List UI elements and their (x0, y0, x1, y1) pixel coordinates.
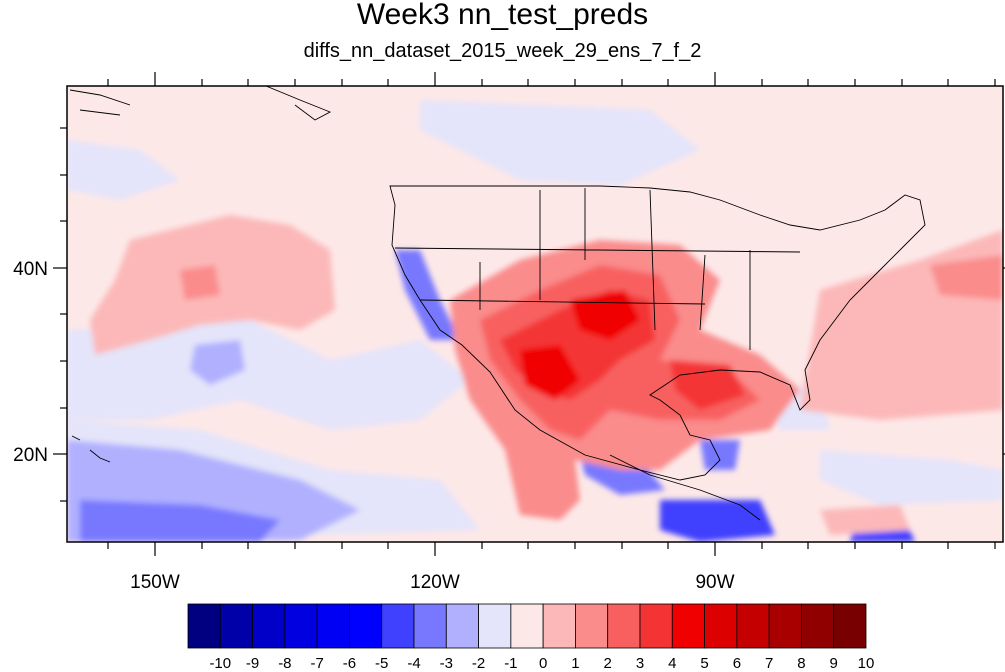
colorbar-swatch-5 (349, 603, 383, 649)
coastlines (69, 86, 926, 521)
colorbar-label-0: -10 (209, 655, 231, 672)
region-neg-california (395, 250, 460, 340)
colorbar-label-3: -7 (310, 655, 323, 672)
lon-tick-label-0: 150W (130, 572, 180, 593)
region-neg-nw (67, 140, 180, 200)
colorbar-label-15: 5 (700, 655, 708, 672)
colorbar-label-19: 9 (830, 655, 838, 672)
colorbar-swatch-9 (478, 603, 512, 649)
region-neg-gulf-spot (700, 440, 740, 470)
colorbar-label-9: -1 (504, 655, 517, 672)
region-neg-central-america (660, 500, 775, 542)
region-neg-pacific-blob (190, 340, 245, 385)
colorbar-swatch-0 (187, 603, 221, 649)
map-title: Week3 nn_test_preds (356, 0, 649, 31)
colorbar-swatch-1 (219, 603, 253, 649)
colorbar-label-11: 1 (571, 655, 579, 672)
colorbar-label-4: -6 (343, 655, 356, 672)
region-neg-caribbean (820, 450, 1003, 505)
colorbar-label-8: -2 (472, 655, 485, 672)
colorbar-label-7: -3 (440, 655, 453, 672)
region-neg-tropical-core (80, 500, 280, 542)
region-neg-central-pacific (67, 320, 470, 430)
colorbar-swatch-4 (316, 603, 350, 649)
colorbar-label-12: 2 (604, 655, 612, 672)
colorbar-label-1: -9 (246, 655, 259, 672)
anomaly-field (67, 86, 1003, 542)
colorbar-swatch-15 (671, 603, 705, 649)
colorbar-label-14: 4 (668, 655, 676, 672)
region-pos-mexico-core (520, 345, 580, 400)
lon-tick-label-1: 120W (410, 572, 460, 593)
colorbar-swatch-8 (445, 603, 479, 649)
region-pos-north-pacific-core (180, 265, 220, 300)
colorbar-label-6: -4 (407, 655, 420, 672)
colorbar-label-10: 0 (539, 655, 547, 672)
colorbar-swatch-10 (510, 603, 544, 649)
colorbar-swatch-12 (575, 603, 609, 649)
colorbar-label-20: 10 (858, 655, 875, 672)
colorbar-label-16: 6 (733, 655, 741, 672)
colorbar-swatch-6 (381, 603, 415, 649)
colorbar-swatch-14 (639, 603, 673, 649)
colorbar-swatch-18 (768, 603, 802, 649)
region-pos-atlantic-core (930, 255, 1003, 300)
colorbar-label-18: 8 (797, 655, 805, 672)
colorbar-swatch-16 (704, 603, 738, 649)
colorbar: -10 -9 -8 -7 -6 -5 -4 -3 -2 -1 0 1 2 3 4 5 6 7 8 9 10 (187, 603, 875, 672)
colorbar-swatch-17 (736, 603, 770, 649)
colorbar-swatch-13 (607, 603, 641, 649)
colorbar-swatch-3 (284, 603, 318, 649)
lat-tick-label-0: 40N (13, 259, 48, 280)
region-pos-south-east (820, 505, 910, 535)
colorbar-swatch-7 (413, 603, 447, 649)
region-neg-north (420, 100, 700, 185)
colorbar-swatch-11 (542, 603, 576, 649)
region-pos-gulf-core (670, 360, 745, 410)
colorbar-label-2: -8 (278, 655, 291, 672)
colorbar-swatch-20 (833, 603, 867, 649)
map-subtitle: diffs_nn_dataset_2015_week_29_ens_7_f_2 (303, 40, 702, 62)
colorbar-swatch-2 (252, 603, 286, 649)
lat-tick-label-1: 20N (13, 445, 48, 466)
colorbar-label-13: 3 (636, 655, 644, 672)
lon-tick-label-2: 90W (695, 572, 734, 593)
colorbar-swatch-19 (801, 603, 835, 649)
colorbar-label-17: 7 (765, 655, 773, 672)
axis-ticks (53, 72, 1005, 556)
colorbar-label-5: -5 (375, 655, 388, 672)
